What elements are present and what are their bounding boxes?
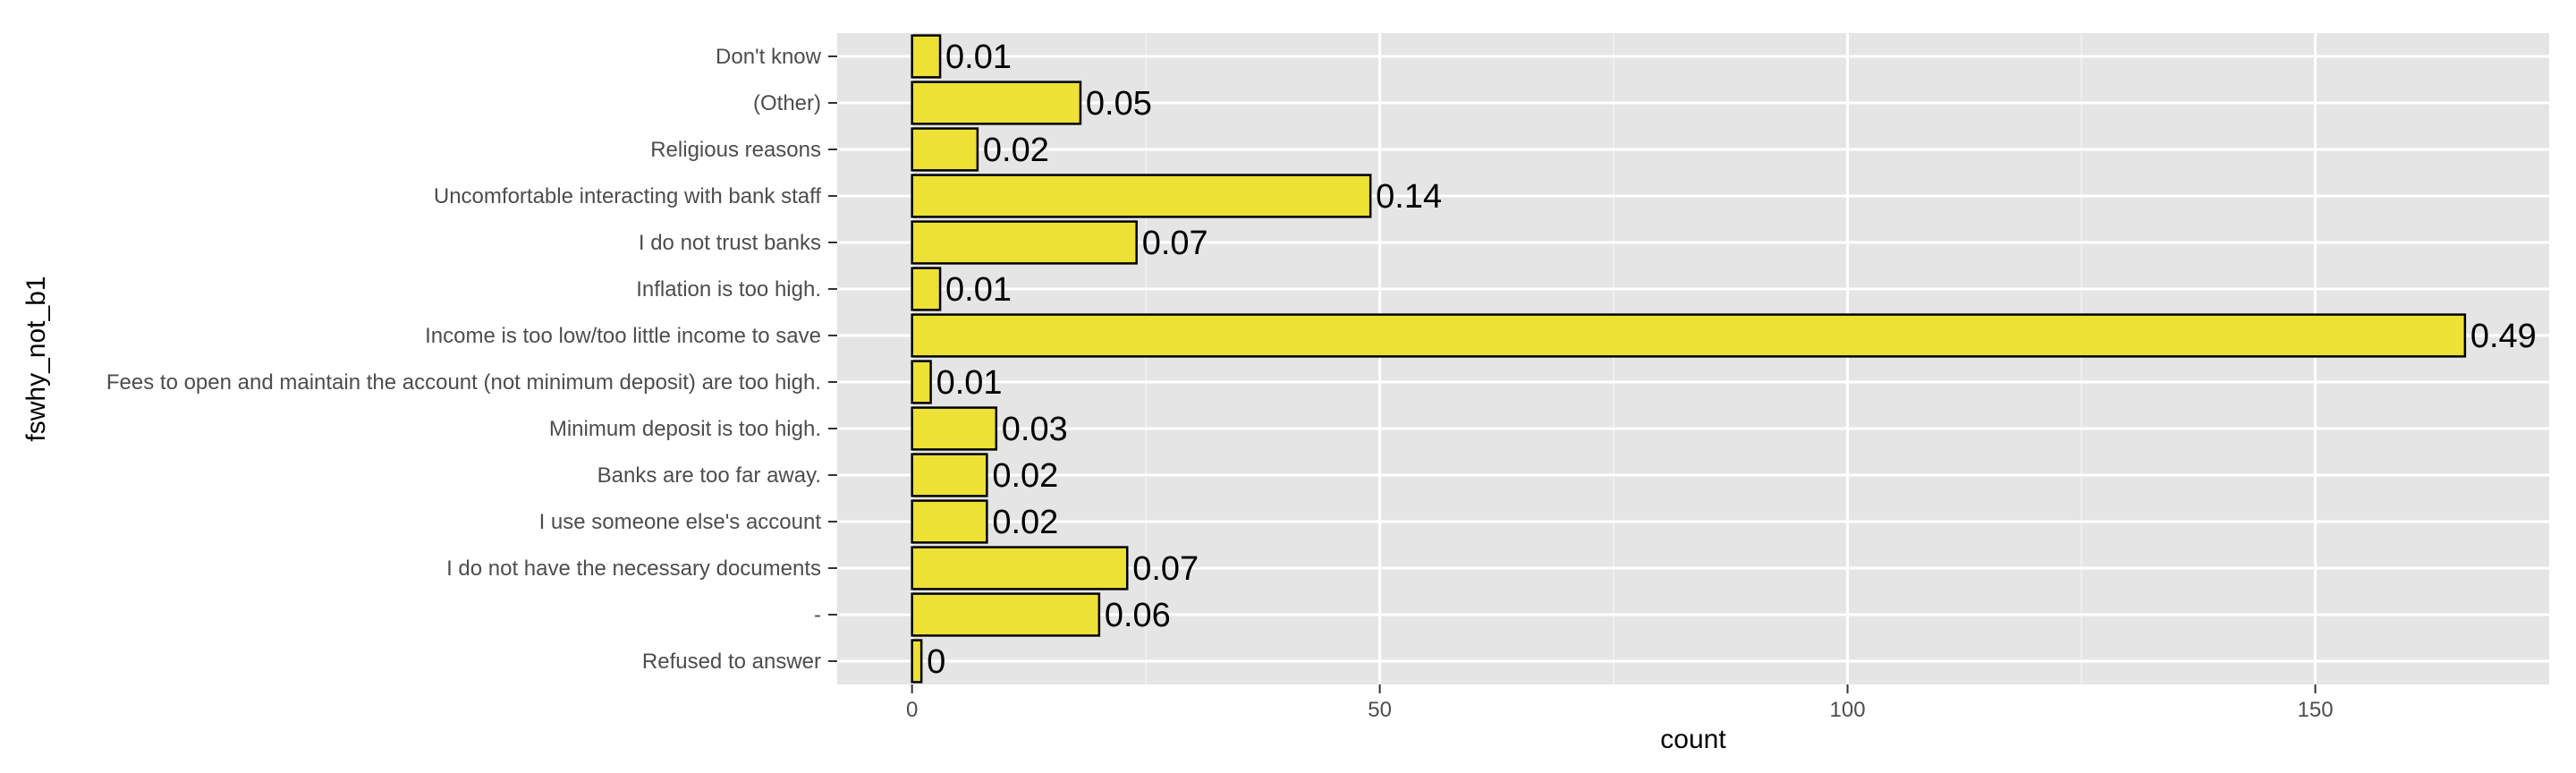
bar	[911, 220, 1138, 265]
x-tick-label: 50	[1368, 698, 1392, 722]
data-labels-group: 0.01 0.05 0.02 0.14 0.07 0.01 0.49 0.01 0.03 0.02…	[927, 38, 2537, 681]
bar	[911, 592, 1101, 637]
bars-group	[911, 34, 2467, 684]
data-label: 0.14	[1376, 178, 1442, 216]
y-tick-label: Refused to answer	[642, 650, 821, 674]
y-tick-label: Income is too low/too little income to s…	[425, 324, 821, 348]
y-tick-label: I use someone else's account	[539, 510, 822, 534]
x-axis-title: count	[1660, 725, 1726, 754]
y-tick-label: I do not have the necessary documents	[446, 556, 821, 581]
bar	[911, 360, 932, 404]
y-tick-label: Don't know	[716, 45, 822, 69]
x-axis: 0 50 100 150	[906, 684, 2334, 722]
minor-gridlines	[1145, 33, 2082, 684]
data-label: 0.01	[936, 364, 1003, 402]
y-tick-label: -	[814, 603, 821, 627]
data-label: 0.01	[945, 38, 1012, 76]
bar	[911, 127, 979, 172]
bar	[911, 81, 1082, 125]
data-label: 0.07	[1142, 225, 1208, 262]
data-label: 0	[927, 643, 945, 681]
y-tick-label: (Other)	[753, 91, 821, 115]
x-tick-label: 150	[2298, 698, 2334, 722]
y-tick-label: Uncomfortable interacting with bank staf…	[434, 184, 821, 208]
bar	[911, 313, 2467, 358]
bar	[911, 639, 923, 684]
y-tick-label: Fees to open and maintain the account (n…	[106, 370, 821, 395]
y-tick-label: Banks are too far away.	[597, 463, 821, 488]
data-label: 0.02	[983, 132, 1049, 169]
y-tick-label: Inflation is too high.	[636, 277, 821, 302]
y-tick-label: I do not trust banks	[639, 231, 821, 255]
data-label: 0.05	[1086, 85, 1152, 123]
y-tick-label: Minimum deposit is too high.	[549, 417, 821, 441]
bar	[911, 546, 1129, 590]
y-axis: Don't know (Other) Religious reasons Uncomf…	[106, 45, 837, 674]
data-label: 0.02	[992, 457, 1058, 495]
data-label: 0.03	[1002, 411, 1068, 448]
y-tick-label: Religious reasons	[650, 138, 821, 162]
data-label: 0.49	[2470, 318, 2537, 355]
bar	[911, 453, 988, 497]
y-axis-title: fswhy_not_b1	[21, 276, 51, 441]
bar	[911, 499, 988, 544]
data-label: 0.02	[992, 504, 1058, 541]
bar	[911, 267, 942, 311]
bar	[911, 34, 942, 79]
bar	[911, 406, 998, 451]
major-gridlines	[837, 33, 2549, 684]
x-tick-label: 100	[1830, 698, 1866, 722]
data-label: 0.07	[1132, 550, 1199, 588]
bar	[911, 174, 1372, 218]
data-label: 0.06	[1105, 597, 1171, 634]
x-tick-label: 0	[906, 698, 918, 722]
data-label: 0.01	[945, 271, 1012, 309]
